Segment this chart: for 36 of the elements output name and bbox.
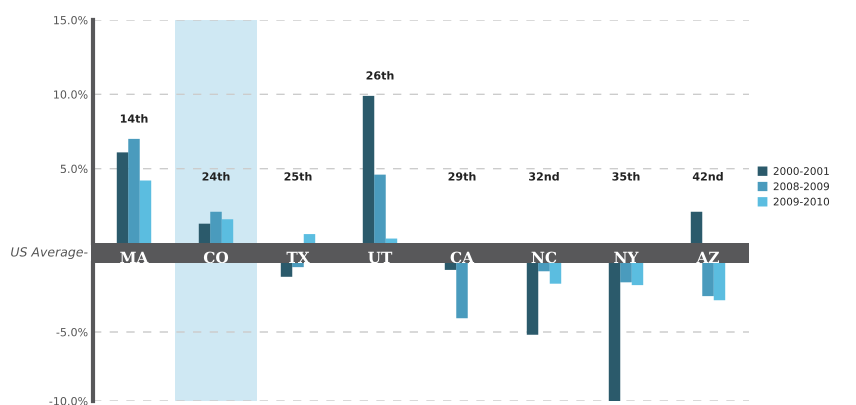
x-tick-label: AZ: [696, 252, 719, 263]
y-tick-label: 5.0%: [60, 164, 88, 174]
annotation: 29th: [448, 172, 476, 181]
bar: [198, 224, 210, 243]
bar: [362, 96, 374, 243]
bar: [116, 152, 128, 243]
x-tick-label: NY: [614, 252, 639, 263]
x-tick-label: CA: [450, 252, 474, 264]
bar: [690, 212, 702, 243]
bar: [210, 212, 222, 243]
x-tick-label: TX: [286, 252, 310, 263]
text: US Average-: [11, 247, 88, 260]
legend-label: 2009-2010: [774, 198, 830, 206]
annotation: 32nd: [529, 172, 559, 181]
x-tick-label: CO: [204, 252, 228, 264]
bar: [374, 174, 386, 243]
x-tick-label: UT: [368, 252, 392, 264]
bar: [128, 138, 140, 243]
x-tick-label: NC: [532, 252, 556, 264]
legend-label: 2000-2001: [774, 167, 829, 175]
annotation: 25th: [284, 172, 312, 181]
annotation: 42nd: [692, 172, 723, 181]
x-tick-label: MA: [120, 252, 149, 263]
legend-label: 2008-2009: [774, 182, 830, 190]
annotation: 14th: [120, 114, 148, 123]
bar: [222, 219, 234, 243]
bar: [140, 180, 152, 243]
y-tick-label: -5.0%: [56, 328, 88, 336]
annotation: 26th: [366, 71, 394, 80]
bar: [386, 238, 398, 243]
annotation: 35th: [612, 172, 640, 181]
y-tick-label: 15.0%: [54, 16, 88, 24]
annotation: 24th: [202, 172, 230, 180]
y-tick-label: -10.0%: [49, 396, 88, 405]
y-tick-label: 10.0%: [54, 90, 88, 99]
bar: [304, 234, 316, 243]
